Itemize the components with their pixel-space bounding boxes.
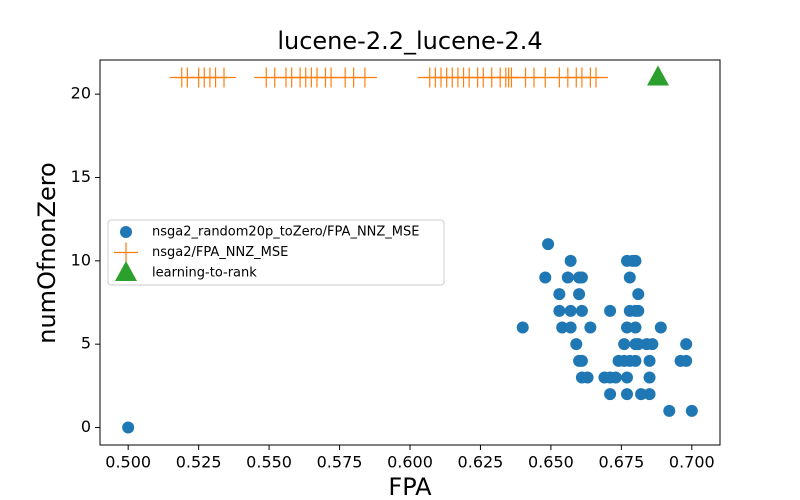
- y-tick-label: 20: [71, 84, 91, 103]
- point: [663, 404, 676, 417]
- point: [680, 354, 693, 367]
- point: [621, 371, 633, 384]
- point: [632, 338, 645, 351]
- point: [604, 388, 617, 401]
- point: [212, 67, 236, 88]
- legend: nsga2_random20p_toZero/FPA_NNZ_MSE nsga2/…: [107, 219, 445, 286]
- point: [542, 238, 555, 251]
- point: [604, 304, 617, 317]
- point: [643, 354, 656, 367]
- point: [575, 354, 588, 367]
- point: [680, 338, 693, 351]
- point: [352, 67, 377, 88]
- point: [632, 288, 645, 301]
- point: [553, 288, 566, 301]
- point: [635, 388, 648, 401]
- y-tick-label: 10: [71, 250, 91, 269]
- point: [539, 271, 552, 284]
- x-axis-label: FPA: [388, 473, 432, 500]
- point: [643, 388, 656, 401]
- point: [632, 304, 645, 317]
- x-tick-label: 0.675: [598, 453, 644, 472]
- x-tick-label: 0.525: [176, 453, 222, 472]
- x-tick-label: 0.500: [105, 453, 151, 472]
- legend-marker: [120, 226, 132, 238]
- legend-label: nsga2/FPA_NNZ_MSE: [152, 245, 288, 260]
- point: [629, 354, 642, 367]
- plot-frame: [99, 59, 721, 446]
- legend-marker: [114, 242, 138, 263]
- point: [621, 321, 633, 334]
- x-tick-label: 0.600: [387, 453, 433, 472]
- point: [573, 288, 586, 301]
- point: [621, 388, 633, 401]
- legend-box: [107, 219, 445, 286]
- point: [623, 271, 636, 284]
- x-tick-label: 0.700: [669, 453, 715, 472]
- legend-label: nsga2_random20p_toZero/FPA_NNZ_MSE: [152, 225, 419, 240]
- point: [581, 371, 594, 384]
- point: [561, 271, 574, 284]
- chart-title: lucene-2.2_lucene-2.4: [277, 27, 542, 55]
- point: [556, 321, 569, 334]
- point: [553, 304, 566, 317]
- point: [643, 371, 656, 384]
- x-tick-label: 0.625: [458, 453, 504, 472]
- point: [584, 67, 608, 88]
- point: [570, 338, 583, 351]
- point: [618, 338, 631, 351]
- y-tick-label: 5: [81, 334, 91, 353]
- y-tick-label: 0: [81, 417, 91, 436]
- x-tick-label: 0.550: [246, 453, 292, 472]
- y-axis-label: numOfnonZero: [33, 162, 61, 343]
- point: [575, 271, 588, 284]
- point: [564, 254, 577, 267]
- point: [564, 321, 577, 334]
- point: [122, 421, 135, 434]
- point: [629, 321, 642, 334]
- point: [564, 304, 577, 317]
- point: [516, 321, 529, 334]
- point: [609, 371, 622, 384]
- x-tick-label: 0.650: [528, 453, 574, 472]
- point: [647, 65, 669, 86]
- x-tick-label: 0.575: [317, 453, 363, 472]
- legend-marker: [115, 261, 137, 281]
- point: [575, 304, 588, 317]
- point: [654, 321, 667, 334]
- legend-label: learning-to-rank: [152, 266, 257, 281]
- point: [629, 254, 642, 267]
- y-tick-label: 15: [71, 167, 91, 186]
- point: [584, 321, 597, 334]
- point: [646, 338, 659, 351]
- point: [685, 404, 698, 417]
